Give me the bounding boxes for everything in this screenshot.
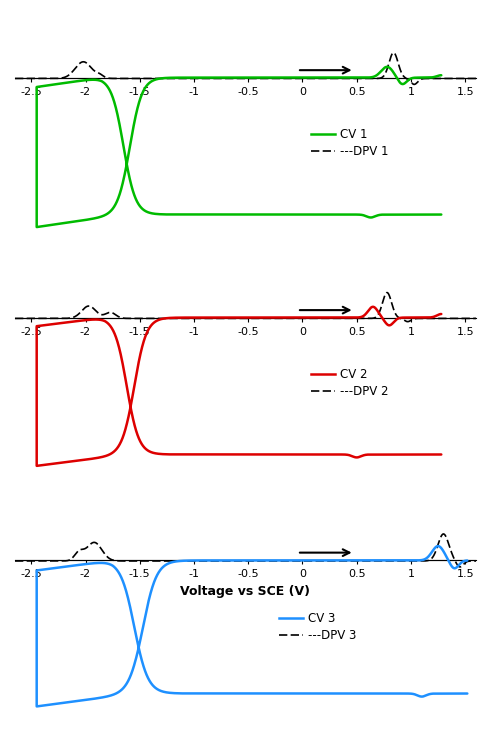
Legend: CV 1, ---DPV 1: CV 1, ---DPV 1 <box>307 123 393 163</box>
Legend: CV 3, ---DPV 3: CV 3, ---DPV 3 <box>274 608 360 647</box>
Legend: CV 2, ---DPV 2: CV 2, ---DPV 2 <box>307 364 393 402</box>
X-axis label: Voltage vs SCE (V): Voltage vs SCE (V) <box>181 585 310 598</box>
